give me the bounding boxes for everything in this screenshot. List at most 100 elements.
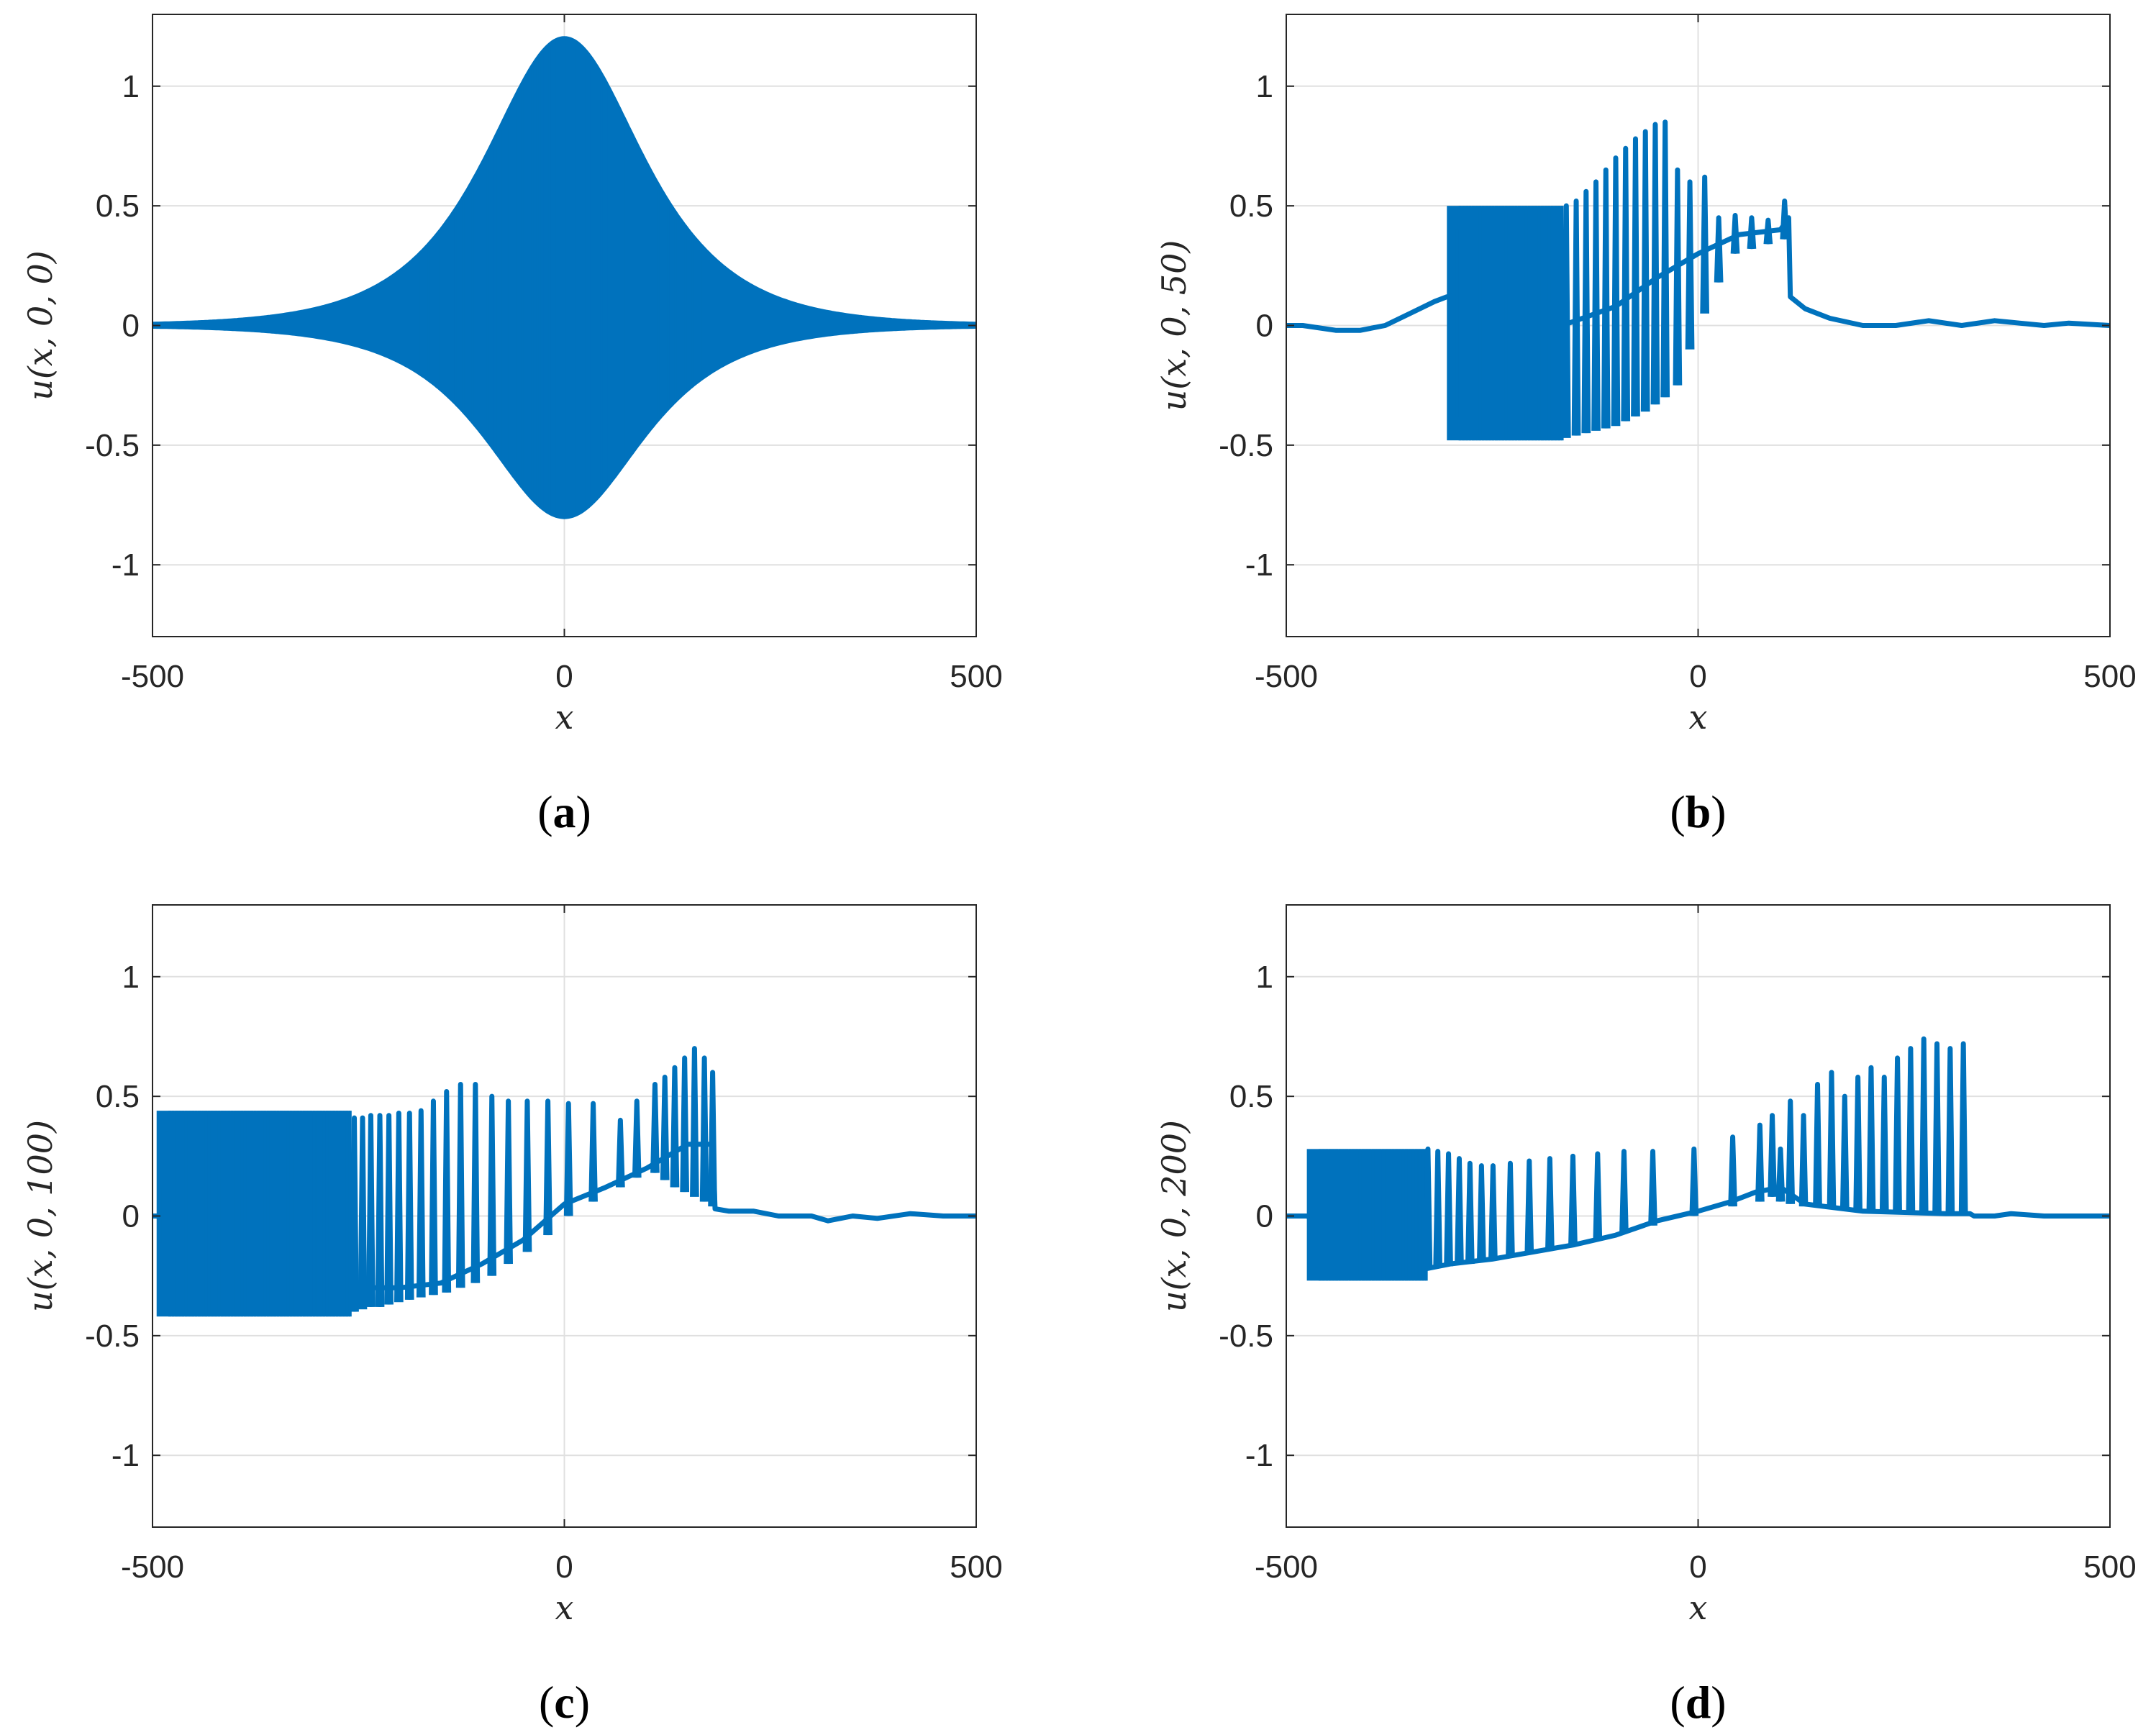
x-axis-label: x (1689, 1588, 1708, 1627)
spike (384, 1113, 394, 1305)
y-tick-label: 1 (1256, 960, 1273, 995)
y-tick-label: 0 (122, 1199, 140, 1234)
series-u (1286, 119, 2110, 441)
chart-panel-c: 1 0.5 0 -0.5 -1 -500 0 500 x u(x, 0, 100) (c) (21, 904, 1003, 1728)
spike (416, 1108, 426, 1298)
panel-caption: (b) (1670, 786, 1726, 837)
spike (487, 1093, 497, 1276)
x-axis-label: x (555, 1588, 574, 1627)
spike (670, 1065, 680, 1188)
spike (1689, 1146, 1699, 1216)
spike (1648, 1149, 1657, 1226)
y-tick-label: 0 (122, 309, 140, 344)
y-tick-label: 1 (122, 960, 140, 995)
spike (1477, 1163, 1486, 1262)
spike (1853, 1075, 1862, 1211)
spike (699, 1055, 709, 1202)
spike (1524, 1158, 1534, 1254)
y-tick-label: -0.5 (85, 428, 140, 463)
spike (1730, 212, 1740, 254)
series-u (153, 1046, 976, 1317)
x-axis-label: x (1689, 698, 1708, 737)
spike (543, 1098, 552, 1236)
x-tick-label: 500 (2083, 659, 2136, 694)
y-tick-label: 0 (1256, 1199, 1273, 1234)
x-tick-label: 500 (950, 659, 1002, 694)
spike (470, 1082, 481, 1283)
y-tick-label: -0.5 (1219, 428, 1273, 463)
spike (1561, 203, 1571, 438)
y-tick-label: 0.5 (96, 188, 140, 224)
spike (1640, 129, 1650, 412)
spike (1919, 1036, 1929, 1214)
y-axis-label: u(x, 0, 50) (1155, 240, 1193, 411)
x-tick-label: 0 (555, 659, 573, 694)
spike (1506, 1160, 1515, 1257)
y-axis-label: u(x, 0, 200) (1155, 1120, 1193, 1312)
spike (660, 1075, 670, 1180)
spike (1813, 1082, 1822, 1207)
spike (1571, 199, 1581, 436)
x-axis-label: x (555, 698, 574, 737)
spike (1775, 1146, 1786, 1202)
spike (1945, 1046, 1955, 1214)
spike (1798, 1113, 1809, 1207)
spike (455, 1082, 465, 1288)
y-tick-label: 1 (1256, 69, 1273, 104)
spike (1591, 179, 1601, 431)
spike (1780, 199, 1790, 240)
spike (563, 1101, 573, 1216)
spike (1879, 1075, 1889, 1211)
y-tick-label: 0 (1256, 309, 1273, 344)
x-tick-label: 0 (1689, 1549, 1706, 1585)
x-tick-label: 0 (1689, 659, 1706, 694)
spike (615, 1117, 625, 1188)
spike (1685, 179, 1695, 350)
spike (680, 1055, 690, 1193)
spike (1621, 145, 1631, 422)
y-tick-label: -0.5 (85, 1319, 140, 1354)
y-tick-label: 1 (122, 69, 140, 104)
x-tick-label: 500 (950, 1549, 1002, 1585)
x-tick-label: 500 (2083, 1549, 2136, 1585)
spike (1700, 174, 1710, 314)
x-tick-label: 0 (555, 1549, 573, 1585)
y-axis-label: u(x, 0, 0) (21, 250, 60, 400)
spike (1893, 1055, 1902, 1211)
spike (1444, 1151, 1453, 1267)
spike (1728, 1134, 1737, 1207)
spike (1433, 1149, 1443, 1267)
spike (1650, 122, 1660, 405)
chart-panel-d: 1 0.5 0 -0.5 -1 -500 0 500 x u(x, 0, 200) (d) (1155, 904, 2137, 1728)
spike (1755, 1122, 1765, 1202)
spike (1611, 155, 1621, 427)
spike (708, 1070, 717, 1207)
chart-panel-a: 1 0.5 0 -0.5 -1 -500 0 500 x u(x, 0, 0) (a) (21, 14, 1003, 837)
spike (1932, 1041, 1942, 1214)
spike (1455, 1156, 1464, 1265)
y-tick-label: -1 (112, 547, 140, 583)
spike (350, 1115, 359, 1312)
spike (1660, 119, 1670, 398)
spike (1673, 167, 1683, 386)
spike (1906, 1046, 1916, 1214)
spike (404, 1110, 414, 1300)
spike (366, 1113, 376, 1307)
chart-panel-b: 1 0.5 0 -0.5 -1 -500 0 500 x u(x, 0, 50) (b) (1155, 14, 2137, 837)
panel-caption: (d) (1670, 1677, 1726, 1728)
panel-caption: (a) (537, 786, 591, 837)
spike (1545, 1156, 1555, 1250)
x-tick-label: -500 (121, 659, 184, 694)
spike (1488, 1163, 1498, 1260)
spike (1423, 1146, 1433, 1269)
spike (1958, 1041, 1968, 1214)
series-u (1286, 1036, 2110, 1281)
spike (1827, 1070, 1837, 1209)
series-u (153, 36, 976, 519)
y-tick-label: 0.5 (1229, 188, 1273, 224)
spike (1619, 1149, 1629, 1233)
spike (1714, 215, 1724, 283)
profile-line (1286, 215, 2110, 333)
x-tick-label: -500 (1255, 1549, 1318, 1585)
